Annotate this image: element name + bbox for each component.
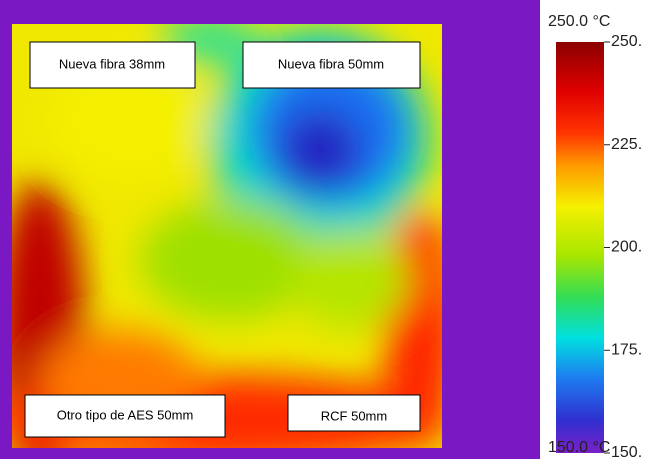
colorbar-min-label: 150.0 °C (548, 439, 610, 456)
colorbar (556, 42, 604, 453)
page: Nueva fibra 38mm Nueva fibra 50mm Otro t… (0, 0, 658, 459)
image-label: Otro tipo de AES 50mm (57, 407, 194, 422)
tick-label: 200. (611, 239, 642, 256)
colorbar-ticks: 250. 225. 200. 175. 150. (604, 33, 642, 459)
image-label: Nueva fibra 38mm (59, 56, 165, 71)
image-label: Nueva fibra 50mm (278, 56, 384, 71)
tick-label: 250. (611, 33, 642, 50)
tick-label: 150. (611, 444, 642, 459)
tick-label: 175. (611, 341, 642, 358)
colorbar-max-label: 250.0 °C (548, 13, 610, 30)
thermal-view: Nueva fibra 38mm Nueva fibra 50mm Otro t… (0, 0, 658, 459)
tick-label: 225. (611, 136, 642, 153)
image-label: RCF 50mm (321, 408, 387, 423)
